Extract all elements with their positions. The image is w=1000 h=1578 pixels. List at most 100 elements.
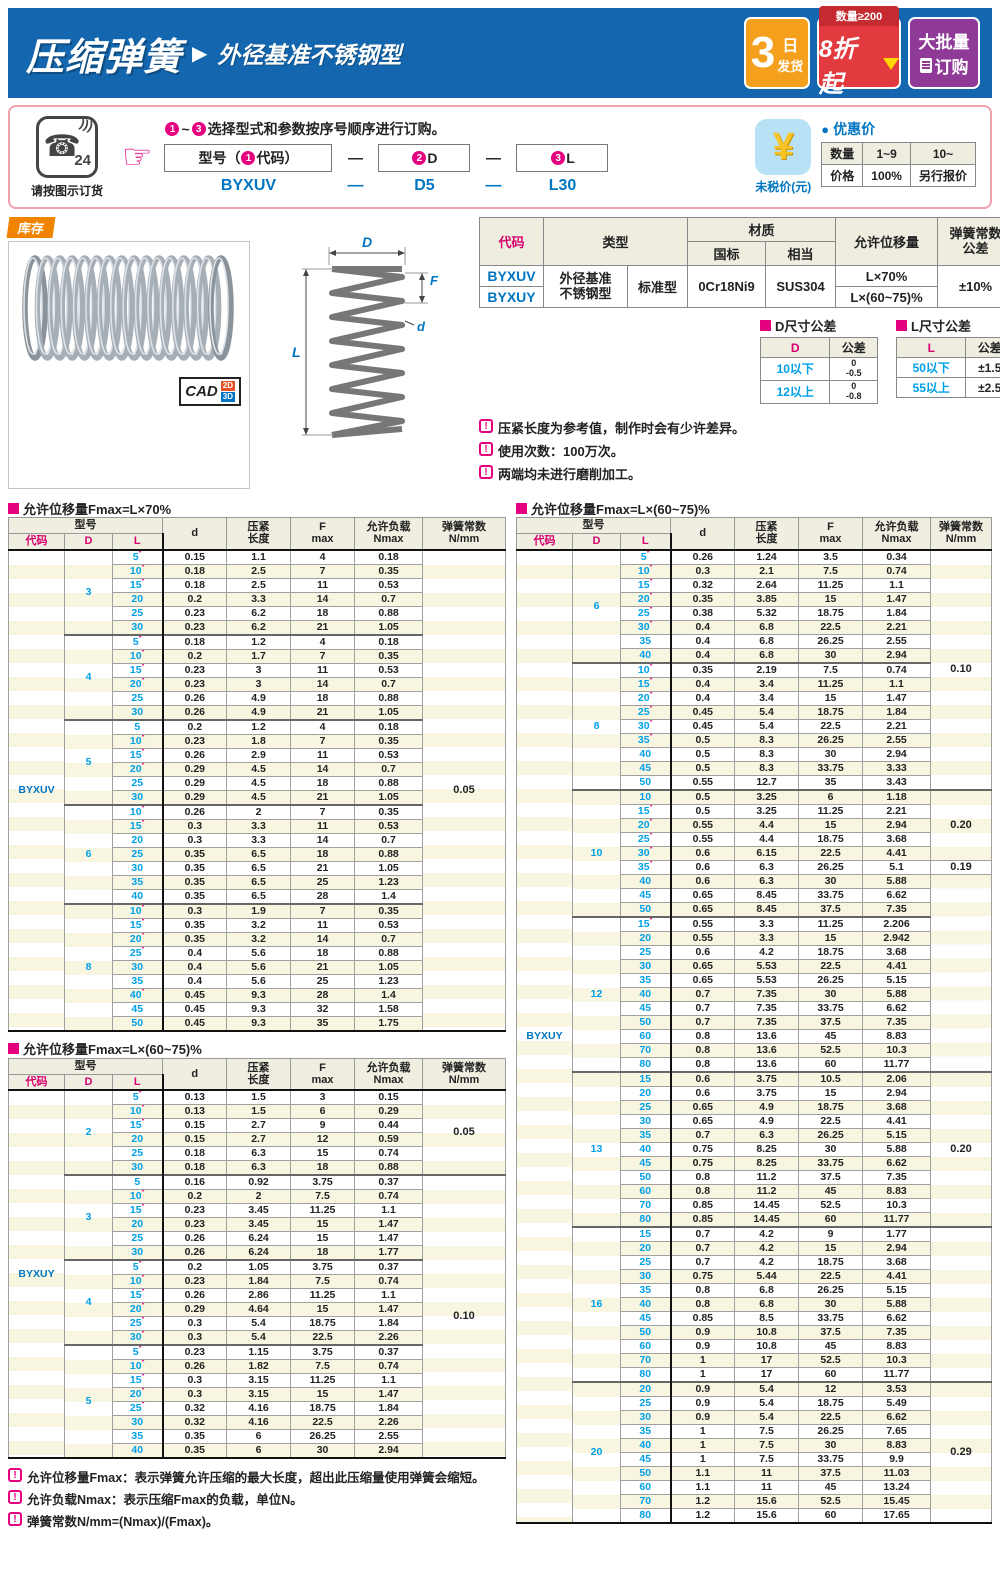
l-value-cell: 45 xyxy=(113,1002,163,1016)
nmax-cell: 1.58 xyxy=(355,1002,423,1016)
compressed-length-cell: 5.4 xyxy=(735,719,799,733)
fmax-cell: 6 xyxy=(799,790,863,805)
l-value-cell: 30 xyxy=(113,1246,163,1261)
l-value-cell: 15 xyxy=(621,1227,671,1242)
fmax-cell: 18.75 xyxy=(799,832,863,846)
l-value-cell: 20 xyxy=(113,1218,163,1232)
nmax-cell: 0.18 xyxy=(355,550,423,565)
l-value-cell: 10 xyxy=(621,790,671,805)
wire-dia-cell: 0.35 xyxy=(163,889,227,904)
fmax-cell: 14 xyxy=(291,833,355,847)
fmax-cell: 32 xyxy=(291,1002,355,1016)
l-value-cell: 30 xyxy=(621,959,671,973)
nmax-cell: 0.53 xyxy=(355,578,423,592)
code-cell: BYXUY xyxy=(517,550,573,1523)
wire-dia-cell: 0.4 xyxy=(163,974,227,988)
star-mark: * xyxy=(142,904,145,912)
nmax-cell: 4.41 xyxy=(863,1269,931,1283)
fmax-cell: 11 xyxy=(291,578,355,592)
fmax-cell: 18 xyxy=(291,776,355,790)
fmax-cell: 21 xyxy=(291,705,355,720)
wire-dia-cell: 0.9 xyxy=(671,1325,735,1339)
spec-h-disp: 允许位移量 xyxy=(836,218,938,266)
nmax-cell: 7.35 xyxy=(863,1015,931,1029)
rate-cell xyxy=(931,1227,992,1382)
compressed-length-cell: 6.8 xyxy=(735,1283,799,1297)
note-text: 压紧长度为参考值，制作时会有少许差异。 xyxy=(498,418,745,437)
compressed-length-cell: 6.3 xyxy=(735,860,799,874)
nmax-cell: 0.74 xyxy=(355,1147,423,1161)
table-title-text: 允许位移量Fmax=L×70% xyxy=(23,499,171,518)
l-value-cell: 25 xyxy=(113,1147,163,1161)
table-row: 数量 1~9 10~ xyxy=(822,143,976,165)
example-dash: — xyxy=(332,177,378,195)
dash: — xyxy=(332,150,378,167)
d-value-cell: 6 xyxy=(573,550,621,663)
nmax-cell: 2.206 xyxy=(863,917,931,932)
header-model: 型号 xyxy=(9,1058,163,1074)
nmax-cell: 0.37 xyxy=(355,1345,423,1360)
wire-dia-cell: 0.23 xyxy=(163,734,227,748)
wire-dia-cell: 0.8 xyxy=(671,1170,735,1184)
title-wrap: 压缩弹簧 ▶ 外径基准不锈钢型 xyxy=(26,26,401,81)
wire-dia-cell: 0.23 xyxy=(163,620,227,635)
note-item: !弹簧常数N/mm=(Nmax)/(Fmax)。 xyxy=(8,1511,506,1530)
l-value-cell: 30 xyxy=(621,1114,671,1128)
wire-dia-cell: 0.26 xyxy=(163,1360,227,1374)
compressed-length-cell: 5.4 xyxy=(227,1331,291,1346)
compressed-length-cell: 4.5 xyxy=(227,790,291,805)
fmax-cell: 22.5 xyxy=(799,620,863,634)
fmax-cell: 33.75 xyxy=(799,1311,863,1325)
fmax-cell: 11.25 xyxy=(799,578,863,592)
nmax-cell: 8.83 xyxy=(863,1184,931,1198)
wire-dia-cell: 1 xyxy=(671,1353,735,1367)
l-value-cell: 40 xyxy=(113,1444,163,1459)
compressed-length-cell: 6.8 xyxy=(735,620,799,634)
wire-dia-cell: 0.8 xyxy=(671,1184,735,1198)
nmax-cell: 5.88 xyxy=(863,987,931,1001)
fmax-cell: 26.25 xyxy=(799,733,863,747)
wire-dia-cell: 0.6 xyxy=(671,846,735,860)
wire-dia-cell: 0.23 xyxy=(163,1204,227,1218)
compressed-length-cell: 3.4 xyxy=(735,677,799,691)
compressed-length-cell: 6.24 xyxy=(227,1232,291,1246)
l-value-cell: 30 xyxy=(113,1416,163,1430)
l-value-cell: 25* xyxy=(113,1317,163,1331)
cad-button[interactable]: CAD 2D 3D xyxy=(179,377,241,406)
rate-cell: 0.29 xyxy=(931,1382,992,1523)
l-value-cell: 10* xyxy=(113,564,163,578)
compressed-length-cell: 6.3 xyxy=(735,874,799,888)
header-fmax: F max xyxy=(291,1058,355,1090)
compressed-length-cell: 3.85 xyxy=(735,592,799,606)
nmax-cell: 3.68 xyxy=(863,1255,931,1269)
nmax-cell: 0.74 xyxy=(355,1275,423,1289)
l-value-cell: 15 xyxy=(621,1072,671,1087)
nmax-cell: 0.7 xyxy=(355,677,423,691)
fmax-cell: 45 xyxy=(799,1029,863,1043)
nmax-cell: 0.34 xyxy=(863,550,931,565)
footer-notes: !允许位移量Fmax：表示弹簧允许压缩的最大长度，超出此压缩量使用弹簧会缩短。!… xyxy=(8,1467,506,1530)
wire-dia-cell: 0.3 xyxy=(163,1388,227,1402)
fmax-cell: 11.25 xyxy=(291,1374,355,1388)
compressed-length-cell: 3.45 xyxy=(227,1204,291,1218)
nmax-cell: 2.26 xyxy=(355,1416,423,1430)
fmax-cell: 15 xyxy=(291,1303,355,1317)
d-tol-v2: 0-0.8 xyxy=(830,380,878,403)
wire-dia-cell: 0.2 xyxy=(163,649,227,663)
wire-dia-cell: 0.23 xyxy=(163,1345,227,1360)
rate-cell: 0.20 xyxy=(931,1072,992,1227)
star-mark: * xyxy=(650,846,653,853)
nmax-cell: 0.53 xyxy=(355,918,423,932)
nmax-cell: 1.77 xyxy=(355,1246,423,1261)
header-length: 压紧 长度 xyxy=(227,1058,291,1090)
header-length: 压紧 长度 xyxy=(227,518,291,550)
wire-dia-cell: 0.4 xyxy=(163,946,227,960)
compressed-length-cell: 4.2 xyxy=(735,1241,799,1255)
fmax-cell: 28 xyxy=(291,889,355,904)
